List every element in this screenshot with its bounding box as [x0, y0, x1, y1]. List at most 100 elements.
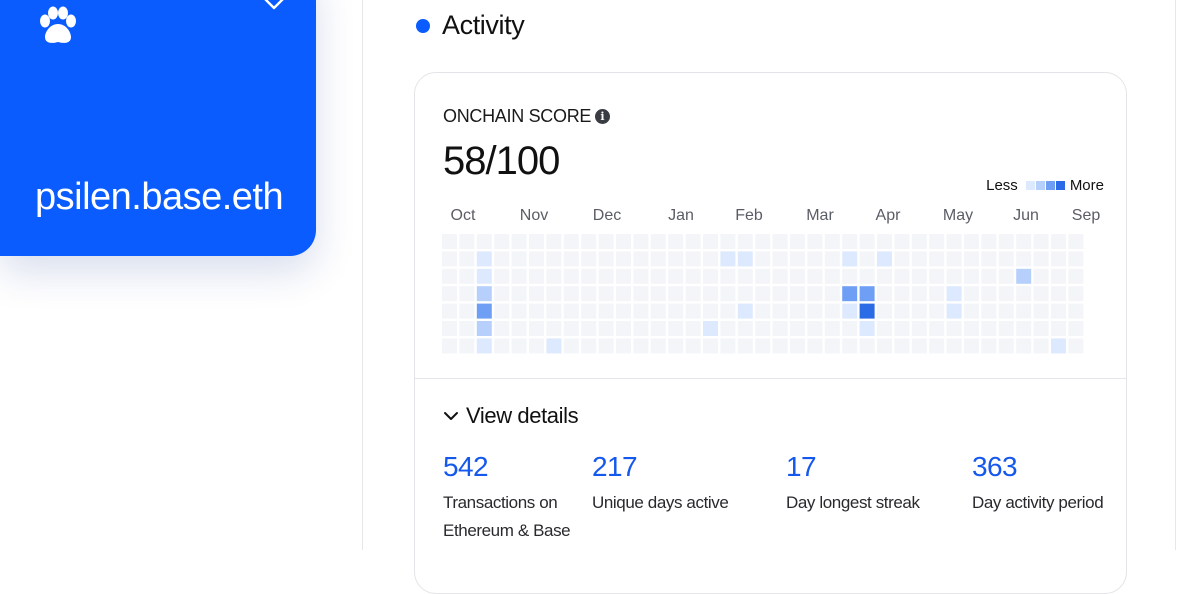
heatmap-cell[interactable] — [842, 251, 858, 267]
heatmap-cell[interactable] — [1033, 303, 1049, 319]
heatmap-cell[interactable] — [737, 268, 753, 284]
heatmap-cell[interactable] — [894, 338, 910, 354]
heatmap-cell[interactable] — [1033, 321, 1049, 336]
chevron-down-icon[interactable] — [262, 0, 286, 12]
heatmap-cell[interactable] — [737, 251, 753, 267]
heatmap-cell[interactable] — [755, 321, 771, 336]
heatmap-cell[interactable] — [964, 251, 979, 267]
heatmap-cell[interactable] — [529, 338, 544, 354]
heatmap-cell[interactable] — [807, 303, 823, 319]
heatmap-cell[interactable] — [703, 251, 718, 267]
heatmap-cell[interactable] — [529, 251, 544, 267]
heatmap-cell[interactable] — [1033, 286, 1049, 302]
heatmap-cell[interactable] — [598, 321, 614, 336]
heatmap-cell[interactable] — [1051, 321, 1066, 336]
heatmap-cell[interactable] — [772, 303, 788, 319]
heatmap-cell[interactable] — [824, 303, 840, 319]
heatmap-cell[interactable] — [1016, 251, 1032, 267]
heatmap-cell[interactable] — [703, 286, 718, 302]
heatmap-cell[interactable] — [650, 268, 666, 284]
heatmap-cell[interactable] — [494, 303, 510, 319]
heatmap-cell[interactable] — [1051, 286, 1066, 302]
heatmap-cell[interactable] — [842, 268, 858, 284]
heatmap-cell[interactable] — [981, 234, 997, 249]
heatmap-cell[interactable] — [755, 234, 771, 249]
heatmap-cell[interactable] — [859, 268, 875, 284]
heatmap-cell[interactable] — [998, 268, 1014, 284]
heatmap-cell[interactable] — [877, 251, 892, 267]
heatmap-cell[interactable] — [946, 251, 962, 267]
heatmap-cell[interactable] — [529, 268, 544, 284]
heatmap-cell[interactable] — [633, 286, 649, 302]
heatmap-cell[interactable] — [511, 286, 527, 302]
heatmap-cell[interactable] — [894, 268, 910, 284]
heatmap-cell[interactable] — [650, 251, 666, 267]
view-details-toggle[interactable]: View details — [443, 403, 579, 429]
heatmap-cell[interactable] — [633, 321, 649, 336]
heatmap-cell[interactable] — [703, 303, 718, 319]
heatmap-cell[interactable] — [581, 321, 597, 336]
heatmap-cell[interactable] — [998, 321, 1014, 336]
heatmap-cell[interactable] — [946, 234, 962, 249]
heatmap-cell[interactable] — [842, 321, 858, 336]
heatmap-cell[interactable] — [1016, 303, 1032, 319]
heatmap-cell[interactable] — [720, 303, 736, 319]
heatmap-cell[interactable] — [720, 321, 736, 336]
heatmap-cell[interactable] — [772, 321, 788, 336]
heatmap-cell[interactable] — [1051, 234, 1066, 249]
heatmap-cell[interactable] — [755, 338, 771, 354]
heatmap-cell[interactable] — [546, 234, 562, 249]
heatmap-cell[interactable] — [442, 321, 457, 336]
heatmap-cell[interactable] — [737, 234, 753, 249]
heatmap-cell[interactable] — [772, 268, 788, 284]
heatmap-cell[interactable] — [616, 251, 631, 267]
heatmap-cell[interactable] — [476, 286, 492, 302]
heatmap-cell[interactable] — [859, 338, 875, 354]
heatmap-cell[interactable] — [685, 303, 701, 319]
heatmap-cell[interactable] — [929, 234, 945, 249]
heatmap-cell[interactable] — [703, 321, 718, 336]
heatmap-cell[interactable] — [598, 234, 614, 249]
heatmap-cell[interactable] — [998, 251, 1014, 267]
heatmap-cell[interactable] — [946, 338, 962, 354]
heatmap-cell[interactable] — [894, 286, 910, 302]
heatmap-cell[interactable] — [563, 286, 579, 302]
heatmap-cell[interactable] — [598, 303, 614, 319]
heatmap-cell[interactable] — [703, 338, 718, 354]
heatmap-cell[interactable] — [929, 268, 945, 284]
heatmap-cell[interactable] — [546, 286, 562, 302]
heatmap-cell[interactable] — [442, 303, 457, 319]
heatmap-cell[interactable] — [685, 321, 701, 336]
heatmap-cell[interactable] — [772, 251, 788, 267]
heatmap-cell[interactable] — [929, 303, 945, 319]
heatmap-cell[interactable] — [1051, 268, 1066, 284]
heatmap-cell[interactable] — [877, 321, 892, 336]
heatmap-cell[interactable] — [616, 303, 631, 319]
heatmap-cell[interactable] — [529, 321, 544, 336]
heatmap-cell[interactable] — [842, 286, 858, 302]
heatmap-cell[interactable] — [894, 303, 910, 319]
heatmap-cell[interactable] — [894, 234, 910, 249]
heatmap-cell[interactable] — [616, 268, 631, 284]
heatmap-cell[interactable] — [1051, 303, 1066, 319]
heatmap-cell[interactable] — [685, 268, 701, 284]
heatmap-cell[interactable] — [616, 321, 631, 336]
heatmap-cell[interactable] — [511, 338, 527, 354]
heatmap-cell[interactable] — [824, 234, 840, 249]
heatmap-cell[interactable] — [459, 268, 475, 284]
heatmap-cell[interactable] — [442, 251, 457, 267]
heatmap-cell[interactable] — [824, 321, 840, 336]
heatmap-cell[interactable] — [755, 268, 771, 284]
heatmap-cell[interactable] — [459, 321, 475, 336]
heatmap-cell[interactable] — [476, 321, 492, 336]
heatmap-cell[interactable] — [911, 303, 927, 319]
heatmap-cell[interactable] — [1068, 286, 1084, 302]
heatmap-cell[interactable] — [511, 251, 527, 267]
heatmap-cell[interactable] — [668, 338, 684, 354]
heatmap-cell[interactable] — [581, 286, 597, 302]
heatmap-cell[interactable] — [720, 234, 736, 249]
heatmap-cell[interactable] — [877, 234, 892, 249]
heatmap-cell[interactable] — [859, 303, 875, 319]
heatmap-cell[interactable] — [790, 303, 805, 319]
heatmap-cell[interactable] — [1068, 338, 1084, 354]
